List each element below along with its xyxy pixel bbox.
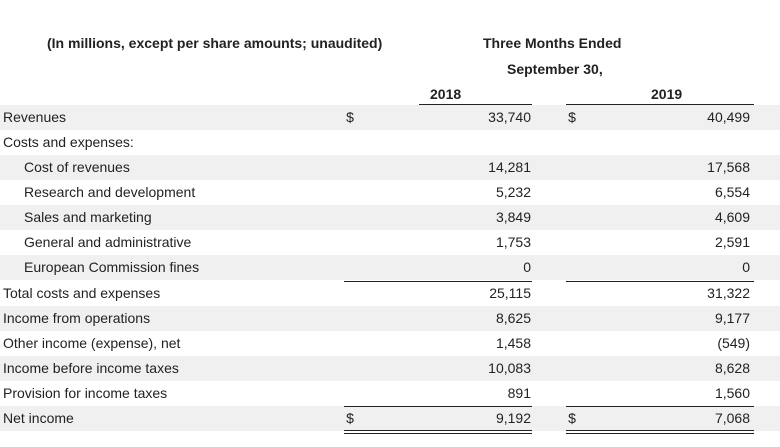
year-2019-header: 2019 xyxy=(651,86,683,102)
value-2019: 7,068 xyxy=(714,410,750,426)
value-2018: 14,281 xyxy=(488,159,531,175)
net-income-top-rule-2019 xyxy=(566,406,754,407)
value-2019: 0 xyxy=(742,259,750,275)
value-2018: 25,115 xyxy=(489,285,531,301)
row-label: Cost of revenues xyxy=(24,159,130,175)
table-row-costs-and-expenses: Costs and expenses: xyxy=(0,130,780,155)
value-2018: 5,232 xyxy=(495,184,531,200)
value-2019: 6,554 xyxy=(714,184,750,200)
double-underline-2019-a xyxy=(566,430,754,431)
value-2018: 1,753 xyxy=(495,234,531,250)
value-2019: 40,499 xyxy=(707,109,750,125)
row-label: Revenues xyxy=(3,109,67,125)
value-2018: 10,083 xyxy=(488,360,531,376)
header-underline-2018 xyxy=(419,104,532,105)
value-2019: 9,177 xyxy=(714,310,750,326)
value-2018: 9,192 xyxy=(495,410,531,426)
row-label: Research and development xyxy=(24,184,196,200)
row-label: Income before income taxes xyxy=(3,360,179,376)
header-underline-2019 xyxy=(566,104,754,105)
table-row-research-and-development: Research and development 5,232 6,554 xyxy=(0,180,780,205)
table-row-income-from-operations: Income from operations 8,625 9,177 xyxy=(0,306,780,331)
row-label: Provision for income taxes xyxy=(3,385,168,401)
table-row-total-costs-and-expenses: Total costs and expenses 25,115 31,322 xyxy=(0,281,780,306)
value-2019: 17,568 xyxy=(707,159,750,175)
double-underline-2019-b xyxy=(566,433,754,434)
double-underline-2018-a xyxy=(344,430,532,431)
net-income-top-rule-2018 xyxy=(344,406,532,407)
value-2019: (549) xyxy=(717,335,750,351)
table-row-income-before-taxes: Income before income taxes 10,083 8,628 xyxy=(0,356,780,381)
value-2019: 31,322 xyxy=(707,285,750,301)
subtotal-rule-2018 xyxy=(344,281,532,282)
value-2018: 3,849 xyxy=(495,209,531,225)
row-label: Total costs and expenses xyxy=(3,285,161,301)
value-2018: 8,625 xyxy=(495,310,531,326)
row-label: European Commission fines xyxy=(24,259,200,275)
subtotal-rule-2019 xyxy=(566,281,754,282)
table-row-cost-of-revenues: Cost of revenues 14,281 17,568 xyxy=(0,155,780,180)
value-2018: 33,740 xyxy=(488,109,531,125)
table-row-other-income-expense: Other income (expense), net 1,458 (549) xyxy=(0,331,780,356)
value-2019: 1,560 xyxy=(714,385,750,401)
row-label: General and administrative xyxy=(24,234,192,250)
row-label: Income from operations xyxy=(3,310,151,326)
row-label: Other income (expense), net xyxy=(3,335,181,351)
table-row-revenues: Revenues $ 33,740 $ 40,499 xyxy=(0,105,780,130)
table-row-net-income: Net income $ 9,192 $ 7,068 xyxy=(0,406,780,431)
value-2018: 891 xyxy=(507,385,531,401)
year-2018-header: 2018 xyxy=(430,86,462,102)
table-row-european-commission-fines: European Commission fines 0 0 xyxy=(0,255,780,280)
units-note: (In millions, except per share amounts; … xyxy=(47,35,383,51)
row-label: Sales and marketing xyxy=(24,209,152,225)
currency-2019: $ xyxy=(568,109,576,125)
value-2019: 8,628 xyxy=(714,360,750,376)
value-2018: 1,458 xyxy=(495,335,531,351)
value-2019: 4,609 xyxy=(714,209,750,225)
currency-2018: $ xyxy=(346,410,354,426)
value-2019: 2,591 xyxy=(714,234,750,250)
value-2018: 0 xyxy=(523,259,531,275)
currency-2019: $ xyxy=(568,410,576,426)
row-label: Net income xyxy=(3,410,74,426)
table-row-general-and-administrative: General and administrative 1,753 2,591 xyxy=(0,230,780,255)
period-heading-line2: September 30, xyxy=(507,61,603,77)
row-label: Costs and expenses: xyxy=(3,134,134,150)
period-heading-line1: Three Months Ended xyxy=(483,35,622,51)
double-underline-2018-b xyxy=(344,433,532,434)
table-row-sales-and-marketing: Sales and marketing 3,849 4,609 xyxy=(0,205,780,230)
table-row-provision-for-taxes: Provision for income taxes 891 1,560 xyxy=(0,381,780,406)
currency-2018: $ xyxy=(346,109,354,125)
